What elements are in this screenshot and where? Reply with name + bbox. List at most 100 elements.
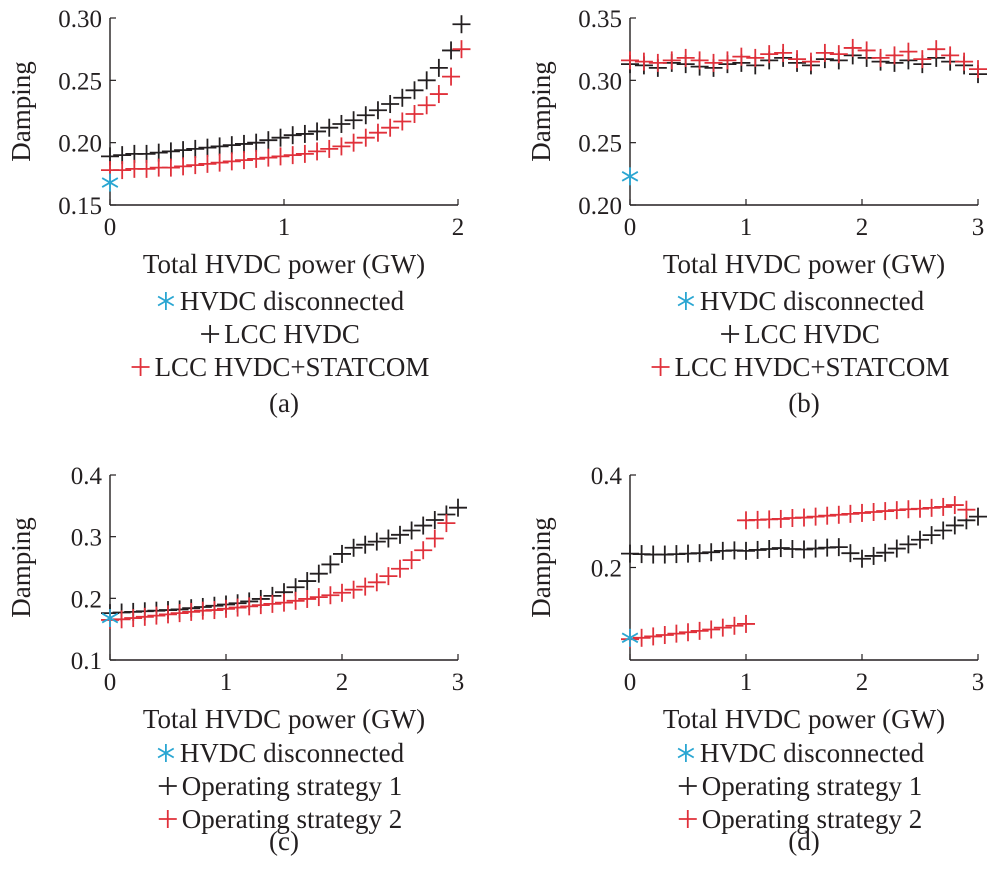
data-point-plus xyxy=(887,501,906,520)
y-tick-label: 0.3 xyxy=(71,525,102,552)
y-tick-label: 0.25 xyxy=(578,131,622,158)
legend-marker-asterisk xyxy=(157,744,175,762)
data-point-plus xyxy=(788,50,807,69)
data-point-plus xyxy=(210,137,229,156)
x-tick-label: 2 xyxy=(856,214,869,241)
data-point-plus xyxy=(655,626,674,645)
series-hvdc-disconnected xyxy=(621,167,639,186)
series-operating-strategy-1 xyxy=(621,507,987,568)
data-point-plus xyxy=(452,15,471,34)
data-point-plus xyxy=(320,139,339,158)
legend-marker-plus xyxy=(158,810,177,828)
series-lcc-hvdc-statcom xyxy=(101,40,471,180)
legend-marker-plus xyxy=(651,358,670,376)
y-tick-label: 0.2 xyxy=(71,586,102,613)
data-point-plus xyxy=(367,532,386,551)
data-point-plus xyxy=(344,111,363,130)
data-point-plus xyxy=(911,499,929,518)
data-point-plus xyxy=(702,620,721,639)
data-point-plus xyxy=(170,604,189,623)
legend-label: Operating strategy 2 xyxy=(182,804,402,834)
data-point-plus xyxy=(452,40,471,59)
data-point-plus xyxy=(801,52,820,71)
data-point-plus xyxy=(437,514,456,533)
y-tick-label: 0.4 xyxy=(71,463,103,490)
data-point-plus xyxy=(927,40,946,59)
x-tick-label: 3 xyxy=(972,669,985,696)
data-point-plus xyxy=(746,48,765,67)
x-tick-label: 3 xyxy=(452,669,465,696)
data-point-plus xyxy=(381,118,400,137)
data-point-plus xyxy=(228,598,247,617)
data-point-plus xyxy=(147,606,166,625)
x-tick-label: 1 xyxy=(220,669,233,696)
data-point-plus xyxy=(806,539,825,558)
data-point-plus xyxy=(449,498,467,517)
y-axis-label: Damping xyxy=(526,517,556,618)
data-point-plus xyxy=(662,51,681,70)
data-point-plus xyxy=(259,131,278,150)
legend-label: LCC HVDC+STATCOM xyxy=(155,352,430,382)
data-point-plus xyxy=(263,594,282,613)
y-tick-label: 0.15 xyxy=(58,193,102,220)
data-point-plus xyxy=(876,543,895,562)
data-point-plus xyxy=(795,508,813,527)
data-point-plus xyxy=(391,559,409,578)
data-point-plus xyxy=(679,623,697,642)
data-point-plus xyxy=(690,544,709,563)
data-point-plus xyxy=(876,502,895,521)
x-tick-label: 2 xyxy=(452,214,465,241)
data-point-plus xyxy=(853,503,871,522)
data-point-plus xyxy=(271,147,290,166)
data-point-plus xyxy=(321,555,340,574)
data-point-plus xyxy=(771,509,790,528)
data-point-plus xyxy=(899,535,918,554)
data-point-plus xyxy=(381,95,400,114)
data-point-plus xyxy=(676,48,695,67)
data-point-plus xyxy=(308,142,327,161)
data-point-plus xyxy=(941,46,960,65)
data-point-plus xyxy=(760,45,779,64)
data-point-plus xyxy=(425,529,444,548)
data-point-plus xyxy=(234,151,253,170)
y-tick-label: 0.1 xyxy=(71,648,102,675)
panel-d: 0.2 0.4 0 1 2 3 Total HVDC power (GW) Damping HV… xyxy=(526,463,987,856)
data-point-plus xyxy=(922,498,941,517)
data-point-plus xyxy=(829,45,848,64)
data-point-plus xyxy=(922,526,941,545)
legend-marker-plus xyxy=(678,777,697,795)
data-point-plus xyxy=(159,605,177,624)
y-tick-label: 0.4 xyxy=(591,463,623,490)
x-tick-label: 2 xyxy=(856,669,869,696)
data-point-plus xyxy=(414,541,433,560)
data-point-plus xyxy=(815,43,834,62)
panel-b: 0.20 0.25 0.30 0.35 0 1 2 3 Total HVDC power (GW… xyxy=(526,6,987,418)
data-point-plus xyxy=(725,616,744,635)
legend-marker-asterisk xyxy=(677,292,695,310)
data-point-plus xyxy=(969,507,987,526)
data-point-plus xyxy=(899,42,918,61)
data-point-plus xyxy=(210,153,229,172)
x-tick-label: 0 xyxy=(104,669,117,696)
series-lcc-hvdc xyxy=(621,46,987,84)
data-point-plus xyxy=(259,148,278,167)
data-point-plus xyxy=(864,503,883,521)
data-point-plus xyxy=(137,159,156,178)
data-point-plus xyxy=(771,539,790,558)
data-point-plus xyxy=(113,161,132,180)
x-axis-label: Total HVDC power (GW) xyxy=(143,704,425,734)
data-point-plus xyxy=(702,543,721,562)
data-point-plus xyxy=(222,136,241,155)
data-point-plus xyxy=(161,158,180,177)
data-point-plus xyxy=(135,607,154,626)
legend-label: Operating strategy 2 xyxy=(702,804,922,834)
data-point-plus xyxy=(718,51,737,70)
series-hvdc-disconnected xyxy=(101,609,119,628)
data-point-plus xyxy=(704,53,723,72)
data-point-plus xyxy=(283,146,302,165)
data-point-plus xyxy=(247,133,266,152)
data-point-plus xyxy=(240,597,259,616)
data-point-plus xyxy=(186,139,205,158)
y-tick-label: 0.30 xyxy=(58,6,102,33)
y-tick-label: 0.30 xyxy=(578,68,622,95)
